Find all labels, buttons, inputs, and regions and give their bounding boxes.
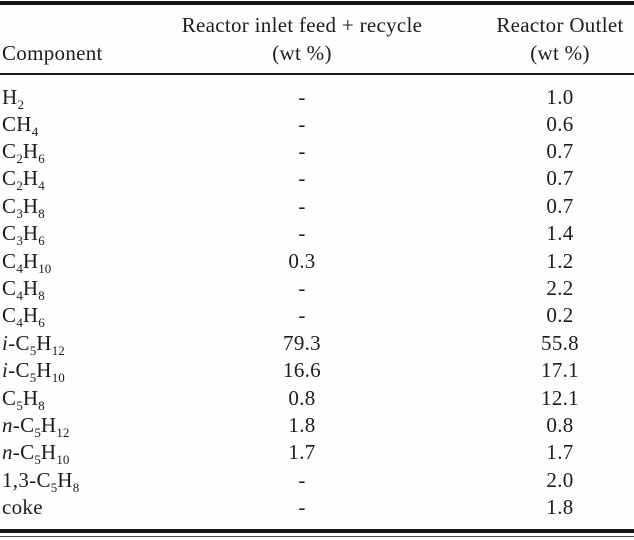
table-row: H2 - 1.0 bbox=[0, 74, 634, 112]
table-bottom-rule-thick bbox=[0, 529, 634, 533]
table-body: H2-1.0 CH4-0.6 C2H6-0.7 C2H4-0.7 C3H8-0.7 C3H… bbox=[0, 74, 634, 521]
component-cell: C4H10 bbox=[2, 248, 52, 276]
component-composition-table: Component Reactor inlet feed + recycle (… bbox=[0, 5, 634, 521]
table-row: C4H10 0.3 1.2 bbox=[0, 247, 634, 276]
inlet-value-cell: - bbox=[298, 139, 306, 164]
table-row: C4H6 - 0.2 bbox=[0, 302, 634, 329]
isomer-prefix: i- bbox=[2, 358, 16, 383]
inlet-value-cell: 79.3 bbox=[283, 330, 321, 355]
table-bottom-rule-thin bbox=[0, 535, 634, 538]
outlet-value-cell: 0.2 bbox=[546, 303, 574, 328]
outlet-value-cell: 2.0 bbox=[546, 467, 574, 492]
inlet-value-cell: 0.3 bbox=[288, 248, 316, 273]
component-cell: C3H6 bbox=[2, 221, 45, 249]
component-cell: C4H8 bbox=[2, 276, 45, 304]
inlet-value-cell: - bbox=[298, 111, 306, 136]
component-cell: C3H8 bbox=[2, 193, 45, 221]
table-row: i-C5H12 79.3 55.8 bbox=[0, 329, 634, 358]
outlet-value-cell: 17.1 bbox=[541, 358, 579, 383]
outlet-value-cell: 12.1 bbox=[541, 385, 579, 410]
table-row: C3H6 - 1.4 bbox=[0, 220, 634, 247]
outlet-value-cell: 1.4 bbox=[546, 221, 574, 246]
outlet-value-cell: 1.8 bbox=[546, 495, 574, 520]
table-row: coke - 1.8 bbox=[0, 493, 634, 520]
outlet-value-cell: 55.8 bbox=[541, 330, 579, 355]
component-cell: 1,3-C5H8 bbox=[2, 467, 80, 495]
outlet-header-title: Reactor Outlet bbox=[496, 13, 624, 37]
table-row: 1,3-C5H8 - 2.0 bbox=[0, 466, 634, 495]
isomer-prefix: n- bbox=[2, 440, 21, 465]
inlet-value-cell: - bbox=[298, 85, 306, 109]
table-header: Component Reactor inlet feed + recycle (… bbox=[0, 5, 634, 75]
inlet-value-cell: - bbox=[298, 303, 306, 328]
table-row: C3H8 - 0.7 bbox=[0, 192, 634, 221]
table-header-row: Component Reactor inlet feed + recycle (… bbox=[0, 5, 634, 75]
outlet-value-cell: 1.2 bbox=[546, 248, 574, 273]
table-row: n-C5H10 1.7 1.7 bbox=[0, 439, 634, 466]
table-row: i-C5H10 16.6 17.1 bbox=[0, 357, 634, 384]
outlet-value-cell: 0.7 bbox=[546, 166, 574, 191]
inlet-value-cell: - bbox=[298, 276, 306, 301]
component-cell: n-C5H12 bbox=[2, 412, 70, 440]
component-cell: C2H6 bbox=[2, 139, 45, 167]
isomer-prefix: i- bbox=[2, 330, 16, 355]
component-cell: n-C5H10 bbox=[2, 440, 70, 468]
outlet-value-cell: 0.6 bbox=[546, 111, 574, 136]
outlet-value-cell: 0.7 bbox=[546, 193, 574, 218]
outlet-value-cell: 0.8 bbox=[546, 412, 574, 437]
inlet-header-unit: (wt %) bbox=[272, 41, 332, 65]
inlet-value-cell: 1.7 bbox=[288, 440, 316, 465]
component-header-label: Component bbox=[2, 41, 103, 65]
table-row: n-C5H12 1.8 0.8 bbox=[0, 411, 634, 440]
component-cell: H2 bbox=[2, 85, 24, 112]
table-row: C2H6 - 0.7 bbox=[0, 137, 634, 167]
component-cell: C5H8 bbox=[2, 385, 45, 413]
inlet-value-cell: - bbox=[298, 193, 306, 218]
inlet-value-cell: - bbox=[298, 467, 306, 492]
outlet-column-header: Reactor Outlet (wt %) bbox=[434, 5, 634, 75]
inlet-value-cell: - bbox=[298, 221, 306, 246]
inlet-header-title: Reactor inlet feed + recycle bbox=[181, 13, 423, 37]
inlet-value-cell: 16.6 bbox=[283, 358, 321, 383]
component-column-header: Component bbox=[0, 5, 170, 75]
inlet-value-cell: 1.8 bbox=[288, 412, 316, 437]
table-row: C5H8 0.8 12.1 bbox=[0, 384, 634, 413]
component-cell: C2H4 bbox=[2, 166, 45, 194]
component-cell: C4H6 bbox=[2, 303, 45, 331]
component-cell: coke bbox=[2, 495, 43, 520]
outlet-value-cell: 2.2 bbox=[546, 276, 574, 301]
component-cell: CH4 bbox=[2, 111, 39, 139]
inlet-value-cell: - bbox=[298, 166, 306, 191]
table-row: CH4 - 0.6 bbox=[0, 110, 634, 139]
component-cell: i-C5H12 bbox=[2, 330, 65, 358]
inlet-column-header: Reactor inlet feed + recycle (wt %) bbox=[170, 5, 434, 75]
isomer-prefix: n- bbox=[2, 412, 21, 437]
outlet-header-unit: (wt %) bbox=[530, 41, 590, 65]
table-top-rule bbox=[0, 1, 634, 5]
outlet-value-cell: 1.7 bbox=[546, 440, 574, 465]
outlet-value-cell: 1.0 bbox=[546, 85, 574, 109]
component-cell: i-C5H10 bbox=[2, 358, 65, 386]
table-row: C2H4 - 0.7 bbox=[0, 165, 634, 192]
inlet-value-cell: - bbox=[298, 495, 306, 520]
inlet-value-cell: 0.8 bbox=[288, 385, 316, 410]
table-row: C4H8 - 2.2 bbox=[0, 274, 634, 304]
outlet-value-cell: 0.7 bbox=[546, 139, 574, 164]
